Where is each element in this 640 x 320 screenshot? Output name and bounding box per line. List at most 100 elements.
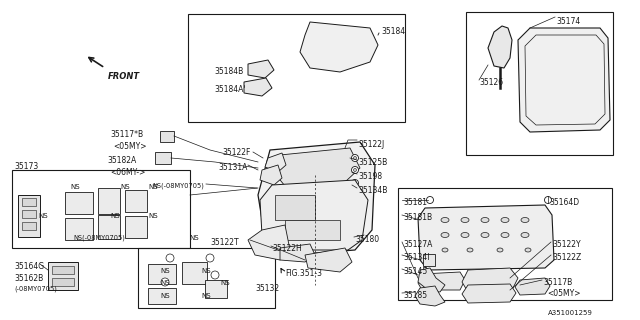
Ellipse shape <box>501 218 509 222</box>
Text: 35182A: 35182A <box>107 156 136 165</box>
Bar <box>22 210 36 218</box>
Bar <box>125 190 147 212</box>
Text: NS: NS <box>220 280 230 286</box>
Text: 35184B: 35184B <box>214 67 243 76</box>
Circle shape <box>166 254 174 262</box>
Polygon shape <box>418 268 445 292</box>
Text: 35122J: 35122J <box>358 140 384 149</box>
Bar <box>12 170 190 248</box>
Bar <box>423 254 435 266</box>
Bar <box>22 222 36 230</box>
Circle shape <box>545 196 552 204</box>
Bar <box>18 195 40 237</box>
Text: FRONT: FRONT <box>108 72 140 81</box>
Polygon shape <box>280 244 315 262</box>
Text: 35126: 35126 <box>479 78 503 87</box>
Text: NS: NS <box>160 268 170 274</box>
Ellipse shape <box>467 248 473 252</box>
Polygon shape <box>418 205 554 270</box>
Text: 35134I: 35134I <box>403 253 429 262</box>
Circle shape <box>351 180 358 187</box>
Text: NS: NS <box>201 268 211 274</box>
Bar <box>205 280 227 298</box>
Bar <box>98 215 120 239</box>
Polygon shape <box>260 165 282 185</box>
Bar <box>285 220 340 240</box>
Text: 35122F: 35122F <box>222 148 250 157</box>
Text: 35174: 35174 <box>556 17 580 26</box>
Text: 35122H: 35122H <box>272 244 301 253</box>
Bar <box>275 195 315 220</box>
Text: NS(-08MY0705): NS(-08MY0705) <box>152 182 204 188</box>
Text: 35164G: 35164G <box>14 262 44 271</box>
Ellipse shape <box>461 233 469 237</box>
Text: 35132: 35132 <box>255 284 279 293</box>
Ellipse shape <box>461 218 469 222</box>
Bar <box>182 262 207 284</box>
Ellipse shape <box>481 233 489 237</box>
Polygon shape <box>515 278 550 295</box>
Bar <box>125 216 147 238</box>
Polygon shape <box>305 248 352 272</box>
Text: NS: NS <box>160 293 170 299</box>
Circle shape <box>351 166 358 173</box>
Text: A351001259: A351001259 <box>548 310 593 316</box>
Ellipse shape <box>441 218 449 222</box>
Circle shape <box>353 156 356 159</box>
Bar <box>65 218 93 240</box>
Text: 35122Z: 35122Z <box>552 253 581 262</box>
Bar <box>98 188 120 214</box>
Bar <box>48 262 78 290</box>
Text: 35127A: 35127A <box>403 240 433 249</box>
Ellipse shape <box>521 218 529 222</box>
Text: NS: NS <box>120 184 130 190</box>
Text: 35122T: 35122T <box>210 238 239 247</box>
Ellipse shape <box>501 233 509 237</box>
Text: <06MY->: <06MY-> <box>110 168 145 177</box>
Circle shape <box>426 196 433 204</box>
Text: NS: NS <box>189 235 198 241</box>
Text: 35185: 35185 <box>403 291 427 300</box>
Text: 35131A: 35131A <box>218 163 248 172</box>
Bar <box>160 131 174 142</box>
Text: NS: NS <box>201 293 211 299</box>
Polygon shape <box>518 28 610 132</box>
Bar <box>65 192 93 214</box>
Text: 35125B: 35125B <box>358 158 387 167</box>
Polygon shape <box>418 272 465 290</box>
Bar <box>188 14 405 122</box>
Polygon shape <box>415 286 445 306</box>
Bar <box>52 278 74 286</box>
Bar <box>138 248 275 308</box>
Text: 35164D: 35164D <box>549 198 579 207</box>
Text: (-08MY0705): (-08MY0705) <box>14 285 57 292</box>
Polygon shape <box>488 26 512 68</box>
Bar <box>398 188 612 300</box>
Text: <05MY>: <05MY> <box>113 142 147 151</box>
Text: 35145: 35145 <box>403 267 428 276</box>
Text: 35198: 35198 <box>358 172 382 181</box>
Text: 35117B: 35117B <box>543 278 572 287</box>
Bar <box>22 198 36 206</box>
Polygon shape <box>244 78 272 96</box>
Text: 35184A: 35184A <box>214 85 243 94</box>
Polygon shape <box>248 225 290 260</box>
Text: NS(-08MY0705): NS(-08MY0705) <box>73 234 125 241</box>
Text: 35134B: 35134B <box>358 186 387 195</box>
Bar <box>148 288 176 304</box>
Polygon shape <box>258 142 375 255</box>
Text: 35173: 35173 <box>14 162 38 171</box>
Bar <box>155 152 171 164</box>
Circle shape <box>351 155 358 162</box>
Text: NS: NS <box>148 184 157 190</box>
Bar <box>52 266 74 274</box>
Polygon shape <box>462 268 518 292</box>
Text: 35180: 35180 <box>355 235 379 244</box>
Ellipse shape <box>525 248 531 252</box>
Ellipse shape <box>441 233 449 237</box>
Circle shape <box>353 169 356 172</box>
Ellipse shape <box>521 233 529 237</box>
Text: NS: NS <box>160 280 170 286</box>
Text: NS: NS <box>70 184 79 190</box>
Ellipse shape <box>497 248 503 252</box>
